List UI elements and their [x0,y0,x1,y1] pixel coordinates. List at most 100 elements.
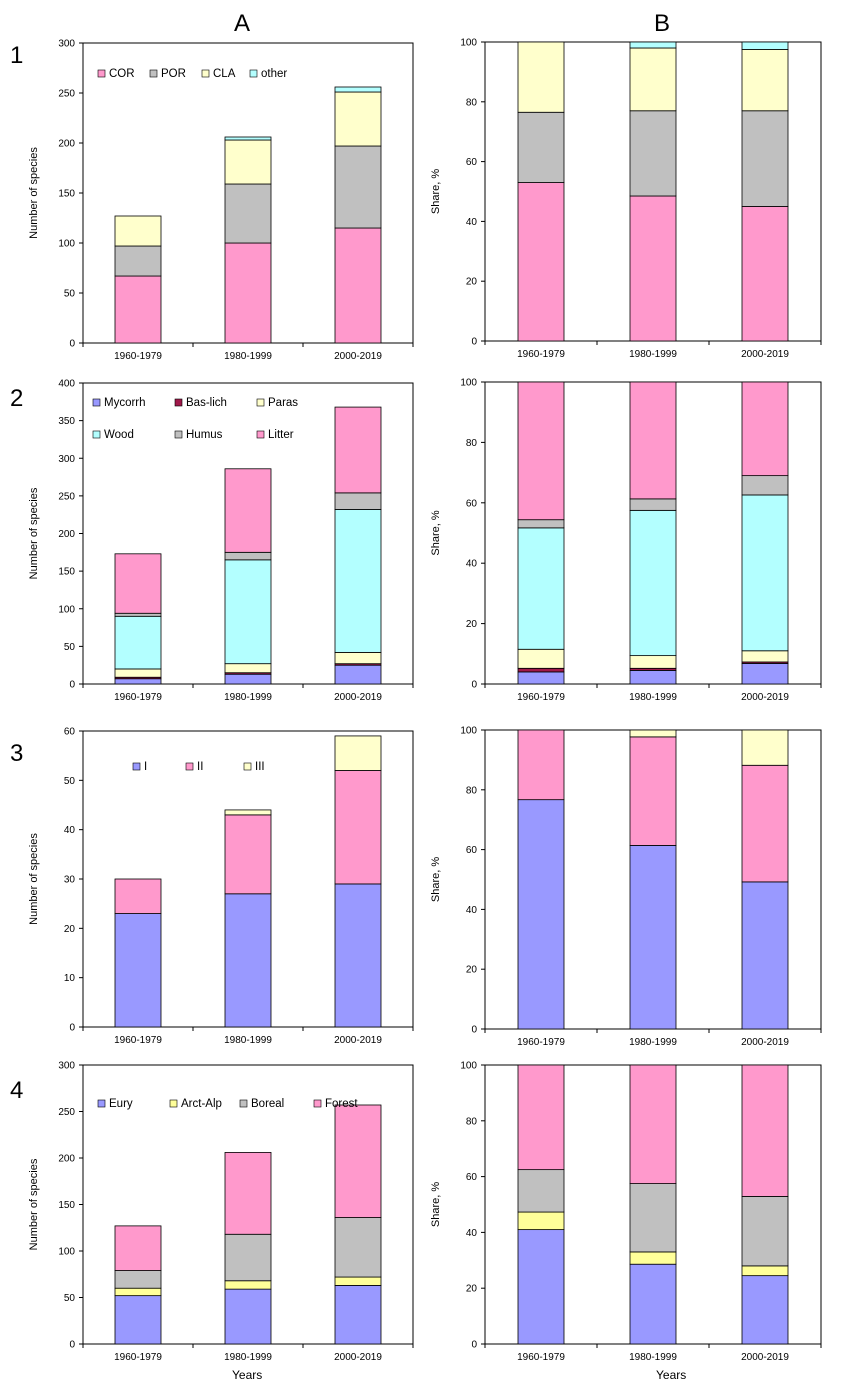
y-tick-label: 60 [466,845,478,856]
bar-segment [114,668,162,678]
bar-segment [517,1211,565,1231]
y-tick-label: 80 [466,438,478,449]
y-tick-label: 200 [58,139,75,150]
bar-segment [224,183,272,244]
y-tick-label: 350 [58,416,75,427]
x-tick-label: 1980-1999 [629,1352,677,1363]
bar-segment [334,86,382,93]
y-tick-label: 0 [471,1340,477,1351]
bar-segment [517,729,565,801]
bar-segment [224,468,272,553]
y-axis-label: Number of species [28,487,40,579]
y-tick-label: 50 [64,1293,76,1304]
legend-swatch [149,69,158,78]
y-axis-label: Share, % [430,857,442,902]
bar-segment [334,492,382,510]
y-tick-label: 150 [58,189,75,200]
bar-segment [629,1251,677,1265]
legend-swatch [169,1099,178,1108]
bar-segment [629,110,677,197]
legend-swatch [97,1099,106,1108]
bar-segment [741,729,789,766]
row-label-2: 2 [10,385,24,412]
bar-segment [114,1270,162,1289]
y-tick-label: 40 [466,905,478,916]
bar-segment [629,509,677,657]
x-tick-label: 1960-1979 [114,351,162,362]
bar-segment [224,1288,272,1345]
legend-label: Boreal [251,1098,284,1110]
bar-segment [114,878,162,914]
bar-segment [114,553,162,614]
bar-segment [741,1275,789,1345]
y-tick-label: 100 [460,378,477,389]
bar-segment [334,406,382,494]
chart-row2-share: 0 20 40 60 80 100 Share, % 1960-1979 1980-1999 20… [430,378,822,703]
bar-segment [517,671,565,685]
y-axis-label: Number of species [28,147,40,239]
bar-segment [629,381,677,500]
y-tick-label: 60 [64,727,76,738]
bar-segment [629,498,677,511]
bar-segment [334,227,382,344]
legend-swatch [97,69,106,78]
y-tick-label: 0 [471,1025,477,1036]
legend-swatch [256,398,265,407]
bar-segment [517,1169,565,1213]
y-tick-label: 250 [58,89,75,100]
bar-segment [334,883,382,1028]
y-tick-label: 50 [64,289,76,300]
legend-label: Paras [268,397,298,409]
row-label-4: 4 [10,1077,24,1104]
bar-segment [517,182,565,342]
bar-segment [224,673,272,685]
bar-segment [334,735,382,771]
y-axis-label: Number of species [28,833,40,925]
bar-segment [629,47,677,112]
bar-segment [224,1233,272,1282]
legend-swatch [174,430,183,439]
bar-segment [517,381,565,521]
y-tick-label: 100 [58,239,75,250]
bar-segment [224,139,272,185]
y-tick-label: 100 [58,604,75,615]
y-tick-label: 80 [466,785,478,796]
y-tick-label: 0 [69,680,75,691]
legend-label: Eury [109,1098,133,1110]
y-tick-label: 20 [466,277,478,288]
y-tick-label: 10 [64,973,76,984]
bar-segment [334,1285,382,1345]
bar-segment [741,475,789,496]
y-tick-label: 40 [466,559,478,570]
x-tick-label: 1960-1979 [517,1037,565,1048]
legend-label: CLA [213,68,236,80]
bar-segment [224,1152,272,1235]
bar-segment [629,1263,677,1345]
x-tick-label: 2000-2019 [741,349,789,360]
legend-label: POR [161,68,186,80]
bar-segment [741,110,789,207]
bar-segment [629,1183,677,1253]
bar-segment [224,809,272,816]
legend-swatch [249,69,258,78]
bar-segment [517,667,565,673]
legend-label: Forest [325,1098,358,1110]
y-tick-label: 250 [58,491,75,502]
bar-segment [741,1064,789,1197]
bar-segment [741,494,789,652]
y-tick-label: 250 [58,1107,75,1118]
y-tick-label: 100 [460,1061,477,1072]
bar-segment [114,678,162,685]
y-tick-label: 50 [64,776,76,787]
row-label-3: 3 [10,740,24,767]
bar-segment [224,559,272,665]
legend-swatch [313,1099,322,1108]
bar-segment [741,1196,789,1267]
y-tick-label: 300 [58,454,75,465]
bar-segment [334,509,382,653]
y-tick-label: 100 [58,1247,75,1258]
legend-swatch [92,430,101,439]
y-tick-label: 20 [64,924,76,935]
legend-label: III [255,761,265,773]
x-axis-title-a: Years [232,1368,263,1382]
